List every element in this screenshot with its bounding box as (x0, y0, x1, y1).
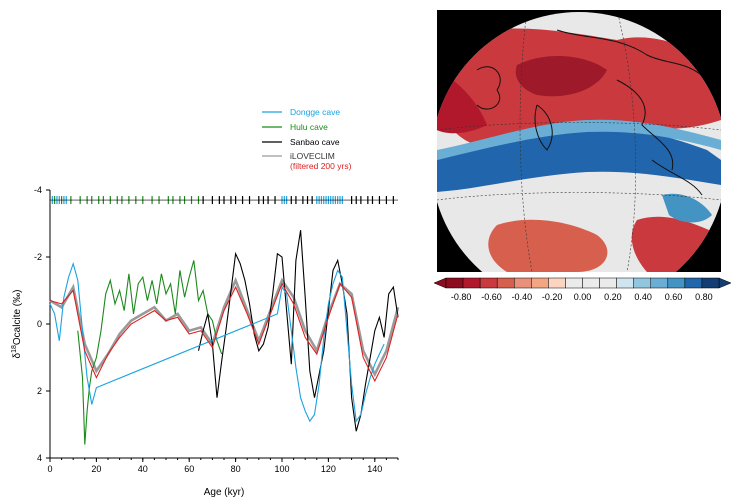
y-tick-label: 2 (37, 386, 42, 396)
y-tick-label: -2 (34, 252, 42, 262)
colorbar-cell (701, 277, 720, 289)
colorbar-cell (667, 277, 686, 289)
colorbar-labels: -0.80 -0.60 -0.40 -0.20 0.00 0.20 0.40 0.60 0.80 (451, 292, 713, 302)
colorbar-cell (531, 277, 549, 289)
x-tick-label: 60 (184, 464, 194, 474)
colorbar-cell (479, 277, 498, 289)
colorbar-cell (445, 277, 464, 289)
anomaly-lightblue-band (437, 119, 721, 160)
x-tick-label: 140 (367, 464, 382, 474)
dating-ticks (50, 196, 398, 205)
x-ticks: 0 20 40 60 80 100 120 140 (47, 458, 399, 474)
colorbar-cell (599, 277, 617, 289)
x-tick-label: 20 (91, 464, 101, 474)
colorbar-label: -0.20 (542, 292, 563, 302)
colorbar-cell (462, 277, 481, 289)
colorbar-label: 0.00 (574, 292, 592, 302)
colorbar-cell (684, 277, 703, 289)
d18o-chart: 0 20 40 60 80 100 120 140 -4 -2 0 2 4 Age (kyr) δ18… (11, 107, 400, 498)
y-ticks: -4 -2 0 2 4 (34, 185, 50, 463)
correlation-map (437, 10, 721, 272)
colorbar-label: 0.60 (665, 292, 683, 302)
anomaly-red-south (488, 219, 608, 272)
colorbar-cell (565, 277, 583, 289)
series-line-3 (49, 276, 400, 378)
x-tick-label: 100 (274, 464, 289, 474)
globe (437, 12, 721, 272)
y-tick-label: 4 (37, 453, 42, 463)
y-axis-label-rest: Ocalcite (‰) (12, 290, 23, 346)
series-line-0 (49, 261, 385, 423)
colorbar-label: -0.60 (481, 292, 502, 302)
y-tick-label: -4 (34, 185, 42, 195)
colorbar-cell (633, 277, 651, 289)
y-axis-label-sup: 18 (11, 345, 18, 353)
series-layer (49, 230, 400, 445)
svg-text:δ18Ocalcite (‰): δ18Ocalcite (‰) (11, 290, 23, 359)
coastline (476, 29, 708, 196)
legend-label-sanbao: Sanbao cave (290, 137, 340, 147)
colorbar-label: 0.20 (604, 292, 622, 302)
legend-label-dongge: Dongge cave (290, 107, 340, 117)
plot-area: 0 20 40 60 80 100 120 140 -4 -2 0 2 4 (34, 185, 400, 474)
colorbar-cell (496, 277, 515, 289)
series-line-4 (49, 282, 399, 383)
anomaly-blue-east (662, 193, 712, 223)
colorbar-label: 0.80 (695, 292, 713, 302)
series-line-2 (197, 230, 399, 432)
colorbar-label: -0.80 (451, 292, 472, 302)
colorbar-cell (650, 277, 669, 289)
x-tick-label: 40 (138, 464, 148, 474)
legend-label-hulu: Hulu cave (290, 122, 328, 132)
colorbar-cell (616, 277, 634, 289)
x-tick-label: 0 (47, 464, 52, 474)
anomaly-blue-band (437, 127, 721, 192)
legend: Dongge cave Hulu cave Sanbao cave iLOVEC… (262, 107, 352, 171)
colorbar-cell (582, 277, 600, 289)
colorbar-label: 0.40 (634, 292, 652, 302)
y-axis-label: δ18Ocalcite (‰) (11, 290, 23, 359)
legend-label-iloveclim: iLOVECLIM (290, 151, 335, 161)
x-axis-label: Age (kyr) (204, 487, 245, 498)
y-axis-label-delta: δ (12, 352, 23, 358)
colorbar-arrow-left (433, 277, 447, 289)
colorbar-cell (514, 277, 532, 289)
graticule (437, 12, 721, 272)
colorbar: -0.80 -0.60 -0.40 -0.20 0.00 0.20 0.40 0.60 0.80 (433, 277, 732, 302)
legend-label-filtered: (filtered 200 yrs) (290, 161, 352, 171)
series-line-1 (77, 260, 223, 445)
x-tick-label: 120 (321, 464, 336, 474)
colorbar-arrow-right (718, 277, 732, 289)
x-tick-label: 80 (231, 464, 241, 474)
colorbar-cell (548, 277, 566, 289)
colorbar-cells (433, 277, 732, 289)
anomaly-darkred-core (515, 55, 607, 97)
colorbar-label: -0.40 (512, 292, 533, 302)
y-tick-label: 0 (37, 319, 42, 329)
